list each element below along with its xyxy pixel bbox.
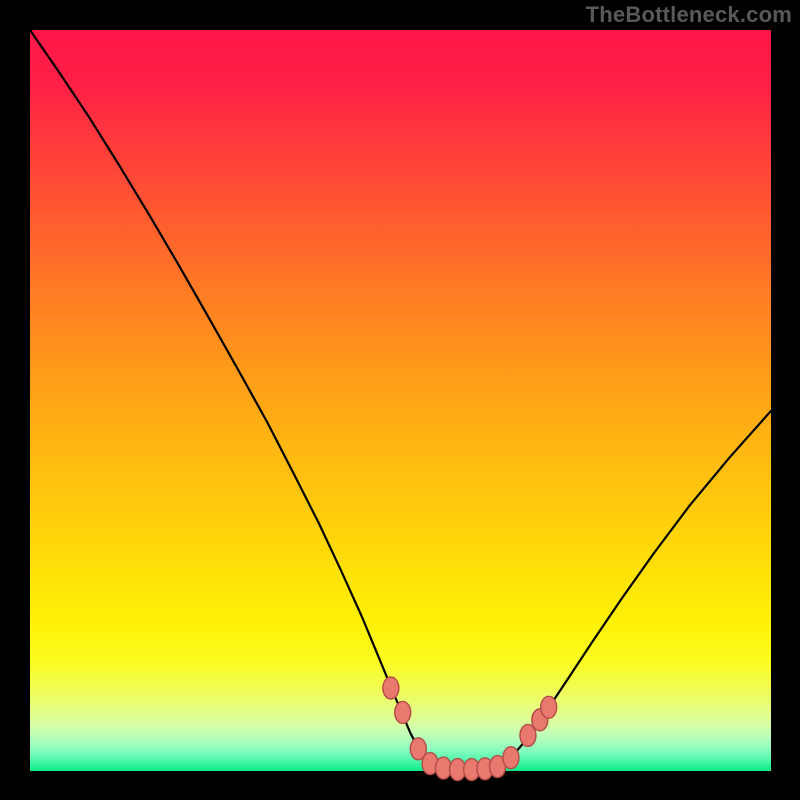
bottleneck-curve-svg	[0, 0, 800, 800]
stage: TheBottleneck.com	[0, 0, 800, 800]
watermark-text: TheBottleneck.com	[586, 2, 792, 28]
marker-dot	[503, 747, 519, 769]
marker-dot	[541, 696, 557, 718]
marker-dot	[383, 677, 399, 699]
marker-dot	[395, 701, 411, 723]
bottleneck-curve	[30, 30, 771, 769]
